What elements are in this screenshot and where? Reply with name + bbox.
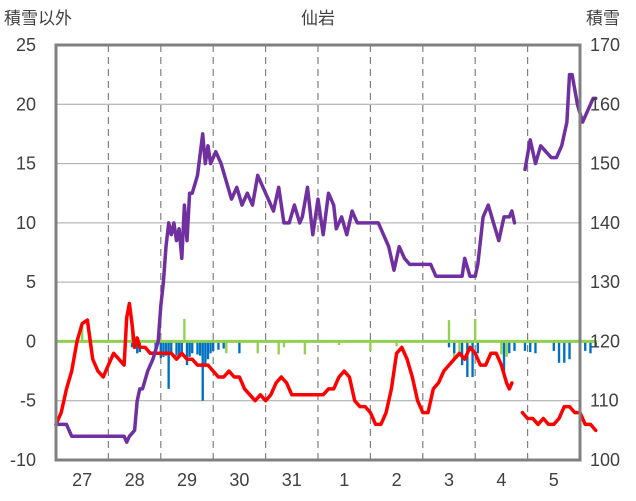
precipitation-bar bbox=[476, 341, 479, 354]
precipitation-bar bbox=[563, 341, 566, 363]
x-tick-label: 27 bbox=[72, 470, 92, 490]
precipitation-bar bbox=[568, 341, 571, 360]
snow-depth-line-late bbox=[523, 72, 598, 172]
x-tick-label: 4 bbox=[496, 470, 506, 490]
left-tick-label: -5 bbox=[20, 391, 36, 411]
precipitation-bar bbox=[466, 341, 469, 377]
right-tick-label: 140 bbox=[590, 213, 620, 233]
chart-title: 仙岩 bbox=[301, 9, 335, 29]
precipitation-bar bbox=[471, 341, 474, 377]
right-tick-label: 110 bbox=[590, 391, 619, 411]
precipitation-bar bbox=[508, 341, 511, 354]
precipitation-bar bbox=[201, 341, 204, 401]
snowfall-bar bbox=[256, 341, 259, 354]
snowfall-bar bbox=[500, 341, 503, 355]
precipitation-bar bbox=[212, 341, 215, 351]
precipitation-bar bbox=[552, 341, 555, 351]
precipitation-bar bbox=[238, 341, 241, 354]
right-tick-label: 150 bbox=[590, 154, 620, 174]
precipitation-bar bbox=[523, 341, 527, 351]
precipitation-bar bbox=[460, 341, 464, 366]
precipitation-bar bbox=[453, 341, 456, 354]
left-tick-label: -10 bbox=[10, 450, 36, 470]
snowfall-bar bbox=[282, 341, 286, 348]
snowfall-bar bbox=[447, 320, 451, 342]
snowfall-bar bbox=[395, 341, 398, 347]
right-tick-label: 100 bbox=[590, 450, 620, 470]
precipitation-bar bbox=[170, 341, 173, 354]
temperature-line-late bbox=[520, 404, 598, 433]
left-axis-label: 積雪以外 bbox=[4, 9, 72, 29]
snowfall-bar bbox=[369, 341, 372, 351]
plot-frame bbox=[54, 43, 582, 462]
precipitation-bar bbox=[167, 341, 170, 389]
left-axis-ticks: 25 20 15 10 5 0 -5 -10 bbox=[10, 35, 36, 470]
precipitation-bar bbox=[206, 341, 210, 360]
snowfall-bar bbox=[277, 341, 280, 355]
precipitation-bar bbox=[217, 341, 220, 350]
snowfall-bar bbox=[81, 327, 84, 342]
precipitation-bar bbox=[534, 341, 537, 354]
precipitation-bar bbox=[177, 341, 181, 355]
precipitation-bar bbox=[204, 341, 207, 366]
precipitation-bar bbox=[447, 341, 451, 348]
precipitation-bar bbox=[191, 341, 194, 354]
x-tick-label: 29 bbox=[177, 470, 197, 490]
precipitation-bar bbox=[196, 341, 199, 355]
snow-depth-line bbox=[54, 132, 517, 444]
precipitation-bar bbox=[180, 341, 183, 354]
right-tick-label: 120 bbox=[590, 331, 620, 351]
left-tick-label: 5 bbox=[26, 272, 36, 292]
precipitation-bar bbox=[222, 341, 225, 349]
x-tick-label: 28 bbox=[125, 470, 145, 490]
precipitation-bar bbox=[162, 341, 165, 357]
temperature-line bbox=[54, 301, 514, 427]
right-axis-label: 積雪 bbox=[586, 9, 620, 29]
precipitation-bar bbox=[502, 341, 506, 372]
left-tick-label: 15 bbox=[16, 154, 36, 174]
precipitation-bar bbox=[557, 341, 561, 363]
right-tick-label: 170 bbox=[590, 35, 620, 55]
x-tick-label: 5 bbox=[549, 470, 559, 490]
x-tick-label: 2 bbox=[392, 470, 402, 490]
precipitation-bar bbox=[513, 341, 516, 351]
snowfall-bar bbox=[505, 341, 508, 357]
left-tick-label: 10 bbox=[16, 213, 36, 233]
right-tick-label: 160 bbox=[590, 94, 620, 114]
left-tick-label: 25 bbox=[16, 35, 36, 55]
precipitation-bar bbox=[188, 341, 191, 357]
precipitation-bar bbox=[198, 341, 202, 356]
precipitation-bar bbox=[185, 341, 189, 366]
precipitation-bar bbox=[529, 341, 532, 353]
precipitation-bar bbox=[209, 341, 212, 354]
snowfall-bar bbox=[337, 341, 341, 345]
right-tick-label: 130 bbox=[590, 272, 620, 292]
precipitation-bar bbox=[589, 341, 592, 354]
x-tick-label: 3 bbox=[444, 470, 454, 490]
x-tick-label: 1 bbox=[339, 470, 349, 490]
grid-lines bbox=[56, 45, 580, 460]
precipitation-bar bbox=[584, 341, 587, 351]
snowfall-bar bbox=[303, 341, 307, 355]
x-axis-ticks: 27 28 29 30 31 1 2 3 4 5 bbox=[72, 470, 559, 490]
right-axis-ticks: 170 160 150 140 130 120 110 100 bbox=[590, 35, 620, 470]
precipitation-bar bbox=[164, 341, 168, 356]
snowfall-bar bbox=[458, 341, 461, 353]
precipitation-bar bbox=[136, 341, 139, 354]
left-tick-label: 0 bbox=[26, 331, 36, 351]
precipitation-bar bbox=[130, 341, 134, 348]
snowfall-bar bbox=[225, 341, 228, 354]
line-series bbox=[54, 72, 598, 444]
x-tick-label: 31 bbox=[282, 470, 302, 490]
snowfall-bar bbox=[474, 318, 477, 342]
precipitation-bar bbox=[159, 341, 162, 359]
precipitation-bar bbox=[594, 341, 597, 348]
x-tick-label: 30 bbox=[229, 470, 249, 490]
snowfall-bar bbox=[183, 318, 186, 342]
precipitation-bar bbox=[175, 341, 178, 356]
left-tick-label: 20 bbox=[16, 94, 36, 114]
